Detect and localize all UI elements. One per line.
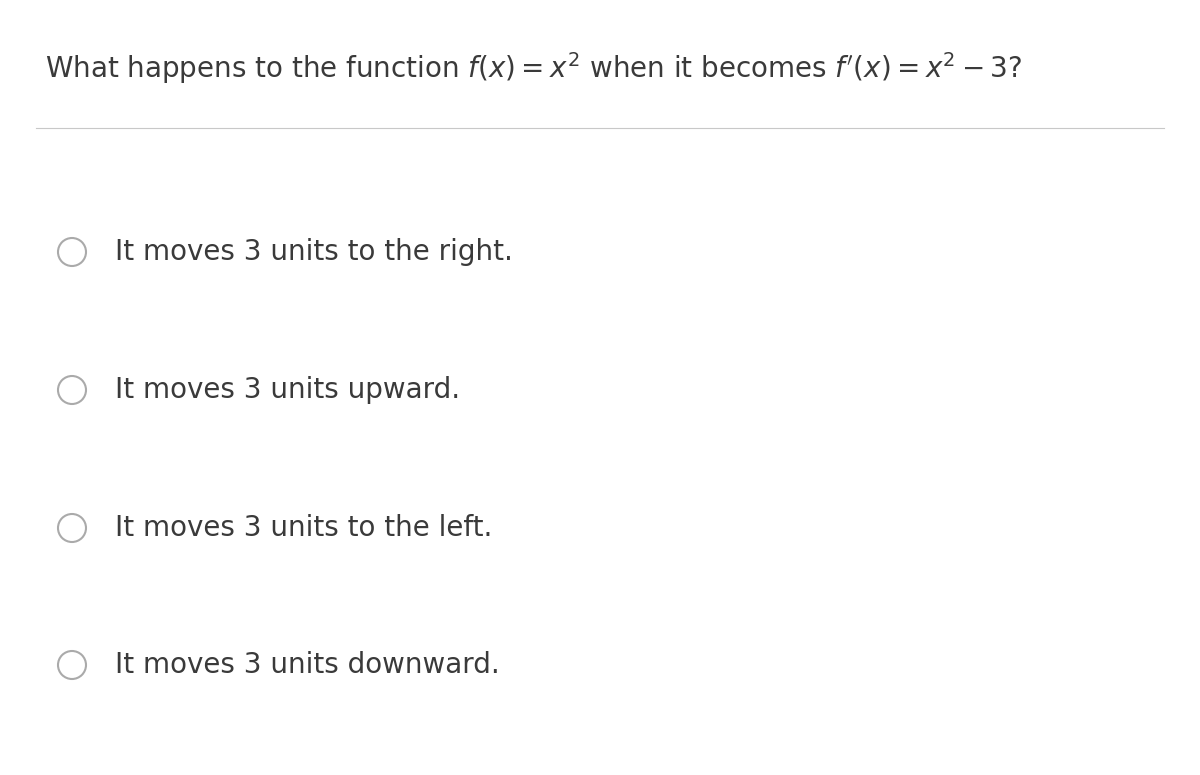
Text: It moves 3 units to the left.: It moves 3 units to the left. [115,514,492,542]
Text: It moves 3 units downward.: It moves 3 units downward. [115,651,499,679]
Text: It moves 3 units upward.: It moves 3 units upward. [115,376,460,404]
Text: It moves 3 units to the right.: It moves 3 units to the right. [115,238,512,266]
Text: What happens to the function $f(x) = x^2$ when it becomes $f'(x) = x^2 - 3$?: What happens to the function $f(x) = x^2… [46,50,1022,86]
